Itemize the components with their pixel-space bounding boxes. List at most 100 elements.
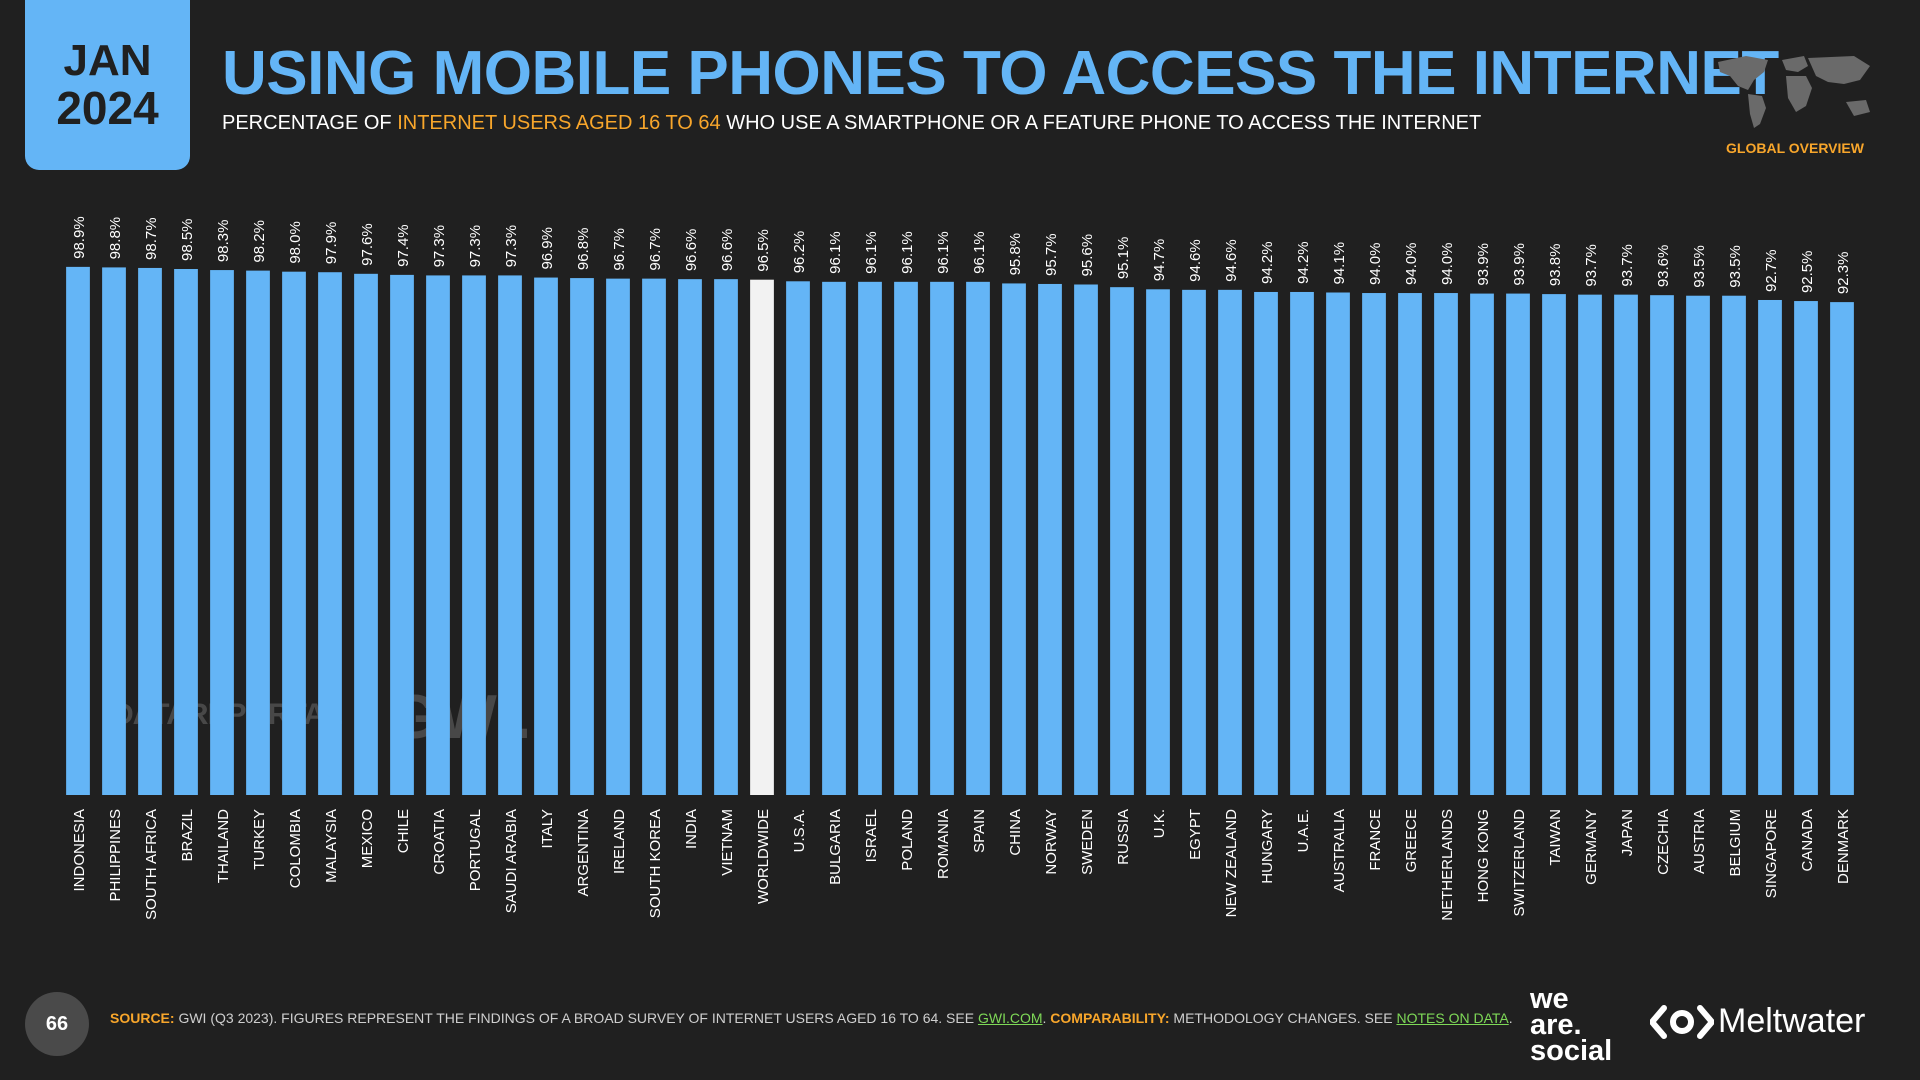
value-label: 97.3% xyxy=(467,225,484,268)
category-label: IRELAND xyxy=(611,809,628,874)
bar-hong-kong xyxy=(1470,293,1494,795)
meltwater-logo-icon xyxy=(1650,1005,1714,1039)
bar-greece xyxy=(1398,293,1422,795)
value-label: 96.2% xyxy=(791,231,808,274)
value-label: 97.6% xyxy=(359,223,376,266)
bar-colombia xyxy=(282,271,306,795)
bar-switzerland xyxy=(1506,293,1530,795)
bar-russia xyxy=(1110,287,1134,795)
bar-bulgaria xyxy=(822,281,846,795)
value-label: 94.0% xyxy=(1439,242,1456,285)
category-label: U.A.E. xyxy=(1295,809,1312,852)
category-label: BRAZIL xyxy=(179,809,196,862)
we-are-social-logo: we are. social xyxy=(1530,984,1612,1065)
category-label: POLAND xyxy=(899,809,916,871)
category-label: GERMANY xyxy=(1583,809,1600,885)
page-title: USING MOBILE PHONES TO ACCESS THE INTERN… xyxy=(222,39,1779,108)
category-label: CROATIA xyxy=(431,809,448,875)
value-label: 97.9% xyxy=(323,222,340,265)
category-label: ROMANIA xyxy=(935,809,952,879)
world-map-icon xyxy=(1718,56,1870,128)
value-label: 94.6% xyxy=(1223,239,1240,282)
value-label: 95.1% xyxy=(1115,237,1132,280)
value-label: 95.8% xyxy=(1007,233,1024,276)
category-label: NEW ZEALAND xyxy=(1223,809,1240,918)
value-label: 96.7% xyxy=(611,228,628,271)
source-footer: SOURCE: GWI (Q3 2023). FIGURES REPRESENT… xyxy=(110,1010,1513,1026)
bar-norway xyxy=(1038,283,1062,795)
value-label: 96.1% xyxy=(899,231,916,274)
global-overview-label: GLOBAL OVERVIEW xyxy=(1726,140,1864,156)
bar-malaysia xyxy=(318,272,342,795)
bar-austria xyxy=(1686,295,1710,795)
comparability-end: . xyxy=(1508,1010,1513,1026)
value-label: 98.3% xyxy=(215,220,232,263)
category-label: HUNGARY xyxy=(1259,809,1276,884)
value-label: 96.6% xyxy=(683,229,700,272)
bar-croatia xyxy=(426,275,450,796)
bar-south-africa xyxy=(138,267,162,795)
category-label: CANADA xyxy=(1799,809,1816,872)
value-label: 92.5% xyxy=(1799,251,1816,294)
we-are-social-line2: are. xyxy=(1530,1009,1582,1042)
category-label: VIETNAM xyxy=(719,809,736,876)
bar-germany xyxy=(1578,294,1602,795)
value-label: 93.9% xyxy=(1511,243,1528,286)
gwi-link[interactable]: GWI.COM xyxy=(977,1010,1043,1026)
subtitle-highlight: INTERNET USERS AGED 16 TO 64 xyxy=(397,112,721,134)
value-label: 93.8% xyxy=(1547,244,1564,287)
value-label: 92.3% xyxy=(1835,252,1852,295)
value-label: 96.1% xyxy=(935,231,952,274)
value-label: 98.9% xyxy=(71,216,88,259)
value-label: 93.7% xyxy=(1619,244,1636,287)
category-label: TURKEY xyxy=(251,809,268,870)
category-label: MEXICO xyxy=(359,809,376,868)
notes-on-data-link[interactable]: NOTES ON DATA xyxy=(1396,1010,1509,1026)
bar-philippines xyxy=(102,267,126,796)
value-label: 94.0% xyxy=(1403,242,1420,285)
bar-worldwide xyxy=(750,279,774,795)
bar-indonesia xyxy=(66,266,90,795)
bar-portugal xyxy=(462,275,486,796)
category-label: RUSSIA xyxy=(1115,809,1132,865)
category-label: AUSTRALIA xyxy=(1331,809,1348,892)
subtitle-pre: PERCENTAGE OF xyxy=(222,112,398,134)
category-label: SWITZERLAND xyxy=(1511,809,1528,917)
value-label: 94.7% xyxy=(1151,239,1168,282)
category-label: ARGENTINA xyxy=(575,809,592,897)
category-label: PORTUGAL xyxy=(467,809,484,891)
category-label: INDIA xyxy=(683,809,700,849)
bar-china xyxy=(1002,283,1026,795)
category-label: TAIWAN xyxy=(1547,809,1564,866)
value-label: 98.5% xyxy=(179,218,196,261)
bar-chile xyxy=(390,274,414,795)
bar-thailand xyxy=(210,270,234,795)
value-label: 95.7% xyxy=(1043,233,1060,276)
value-label: 97.3% xyxy=(431,225,448,268)
bar-czechia xyxy=(1650,295,1674,795)
comparability-text: METHODOLOGY CHANGES. SEE xyxy=(1169,1010,1397,1026)
bar-south-korea xyxy=(642,278,666,795)
value-label: 93.9% xyxy=(1475,243,1492,286)
bar-netherlands xyxy=(1434,293,1458,795)
category-label: NETHERLANDS xyxy=(1439,809,1456,921)
bar-canada xyxy=(1794,301,1818,795)
page-subtitle: PERCENTAGE OF INTERNET USERS AGED 16 TO … xyxy=(222,112,1481,135)
bar-u-k xyxy=(1146,289,1170,795)
bar-ireland xyxy=(606,278,630,795)
bar-belgium xyxy=(1722,295,1746,795)
value-label: 98.0% xyxy=(287,221,304,264)
date-month: JAN xyxy=(63,35,152,85)
value-label: 97.3% xyxy=(503,225,520,268)
bar-france xyxy=(1362,293,1386,795)
category-label: SAUDI ARABIA xyxy=(503,809,520,913)
value-label: 98.2% xyxy=(251,220,268,263)
value-label: 94.0% xyxy=(1367,242,1384,285)
value-label: 96.7% xyxy=(647,228,664,271)
bar-israel xyxy=(858,281,882,795)
bar-italy xyxy=(534,277,558,796)
category-label: SOUTH AFRICA xyxy=(143,809,160,920)
source-end: . xyxy=(1042,1010,1051,1026)
value-label: 94.2% xyxy=(1259,241,1276,284)
value-label: 94.2% xyxy=(1295,241,1312,284)
